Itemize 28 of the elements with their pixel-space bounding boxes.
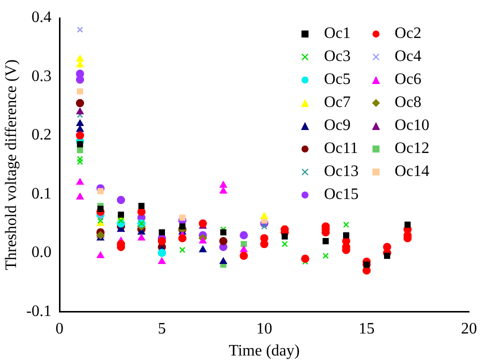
x-tick-label: 15: [358, 320, 375, 338]
legend-label: Oc14: [394, 162, 430, 182]
legend-label: Oc9: [324, 116, 351, 136]
y-tick-label: -0.1: [26, 302, 52, 320]
legend-label: Oc6: [394, 70, 422, 90]
y-tick-label: 0.3: [32, 68, 52, 85]
legend-label: Oc5: [324, 70, 351, 90]
legend-label: Oc12: [394, 139, 430, 159]
legend-label: Oc10: [394, 116, 430, 136]
legend-label: Oc8: [394, 93, 422, 113]
legend-label: Oc15: [324, 185, 359, 205]
y-tick-label: 0.2: [32, 126, 52, 144]
y-axis-title: Threshold voltage difference (V): [2, 59, 20, 270]
y-tick-label: 0.1: [32, 185, 52, 202]
x-tick-label: 5: [158, 320, 166, 338]
legend-label: Oc4: [394, 47, 422, 67]
legend-label: Oc2: [394, 24, 422, 44]
y-tick-label: 0.0: [32, 244, 52, 262]
legend-label: Oc1: [324, 24, 351, 44]
x-axis-title: Time (day): [228, 342, 300, 360]
legend-label: Oc13: [324, 162, 359, 182]
x-tick-label: 0: [56, 320, 64, 338]
x-tick-label: 10: [256, 320, 272, 338]
legend-label: Oc7: [324, 93, 351, 113]
legend-label: Oc11: [324, 139, 358, 159]
y-tick-label: 0.4: [32, 9, 52, 26]
x-tick-label: 20: [461, 320, 477, 338]
legend-label: Oc3: [324, 47, 351, 67]
